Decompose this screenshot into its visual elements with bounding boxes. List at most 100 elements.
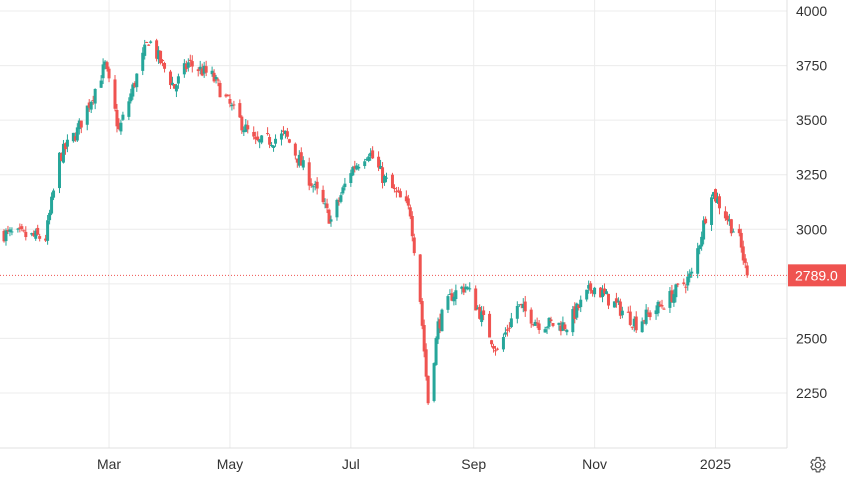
candle-body: [537, 323, 541, 330]
candle-body: [174, 85, 178, 92]
candle-body: [287, 139, 291, 143]
candle-body: [159, 50, 163, 64]
candle-body: [599, 287, 603, 298]
candle-body: [182, 63, 186, 75]
candle-body: [341, 187, 345, 194]
candle-body: [494, 350, 498, 352]
candle-body: [559, 325, 563, 332]
candle-body: [640, 321, 644, 333]
candle-body: [22, 230, 26, 232]
candle-body: [170, 82, 174, 86]
candle-body: [676, 283, 680, 285]
candle-body: [325, 203, 329, 208]
y-axis: 2250 2500 3000 3250 3500 3750 4000: [796, 3, 827, 401]
candle-body: [281, 130, 285, 132]
candle-body: [700, 236, 704, 247]
candle-body: [587, 285, 591, 289]
candle-body: [228, 99, 232, 104]
candle-body: [577, 304, 581, 309]
candle-body: [434, 338, 438, 365]
candle-body: [210, 70, 214, 75]
candle-body: [6, 230, 10, 232]
candle-body: [311, 186, 315, 188]
candle-body: [75, 127, 79, 141]
candle-body: [690, 271, 694, 274]
candle-body: [71, 132, 75, 142]
candle-body: [702, 220, 706, 240]
candle-body: [149, 41, 153, 43]
candle-body: [256, 136, 260, 141]
candle-body: [57, 152, 61, 189]
candle-body: [390, 174, 394, 189]
candle-body: [143, 44, 147, 56]
candle-body: [63, 143, 67, 150]
candle-body: [535, 322, 539, 324]
candle-body: [422, 325, 426, 352]
x-tick-label: 2025: [700, 456, 731, 472]
candle-body: [258, 139, 262, 143]
candle-body: [266, 133, 270, 135]
candle-body: [161, 60, 165, 62]
candle-body: [383, 175, 387, 183]
candle-body: [172, 84, 176, 89]
candle-body: [398, 191, 402, 198]
candle-body: [601, 290, 605, 297]
candle-body: [660, 304, 664, 307]
candle-body: [503, 332, 507, 335]
candle-body: [32, 233, 36, 236]
candle-body: [89, 101, 93, 110]
candle-body: [299, 152, 303, 166]
candle-body: [377, 156, 381, 168]
candle-body: [561, 322, 565, 331]
candle-body: [379, 166, 383, 169]
candle-body: [295, 158, 299, 163]
candle-body: [163, 63, 167, 69]
candle-body: [46, 220, 50, 241]
candle-body: [99, 80, 103, 88]
candle-body: [420, 301, 424, 326]
candle-body: [101, 64, 105, 79]
candle-body: [672, 294, 676, 303]
candle-body: [190, 61, 194, 67]
candle-body: [646, 312, 650, 314]
candle-body: [79, 120, 83, 128]
candle-body: [186, 62, 190, 68]
candle-body: [107, 68, 111, 79]
candle-body: [242, 130, 246, 133]
candle-body: [48, 212, 52, 221]
candle-body: [279, 133, 283, 140]
candle-body: [232, 104, 236, 106]
candle-body: [141, 52, 145, 71]
settings-button[interactable]: [806, 456, 830, 478]
candle-body: [307, 162, 311, 186]
candle-body: [129, 93, 133, 102]
candle-body: [591, 290, 595, 294]
last-price-tag: 2789.0: [788, 264, 846, 287]
candle-body: [698, 245, 702, 250]
candle-body: [450, 293, 454, 301]
candle-body: [392, 188, 396, 190]
candle-body: [363, 161, 367, 167]
candle-body: [91, 100, 95, 102]
candle-body: [731, 231, 735, 233]
candle-body: [696, 248, 700, 274]
candle-body: [737, 228, 741, 234]
candle-body: [188, 59, 192, 61]
candle-body: [119, 122, 123, 132]
candle-body: [410, 215, 414, 237]
candle-body: [670, 290, 674, 302]
y-tick-label: 2500: [796, 330, 827, 346]
candle-body: [406, 198, 410, 206]
candle-body: [293, 143, 297, 156]
candle-body: [448, 294, 452, 296]
candle-body: [339, 195, 343, 202]
candle-body: [547, 318, 551, 327]
y-tick-label: 3750: [796, 58, 827, 74]
candle-body: [337, 200, 341, 202]
candle-body: [396, 190, 400, 192]
candle-body: [230, 104, 234, 107]
candle-body: [418, 254, 422, 302]
candle-body: [741, 246, 745, 261]
candle-body: [593, 287, 597, 295]
